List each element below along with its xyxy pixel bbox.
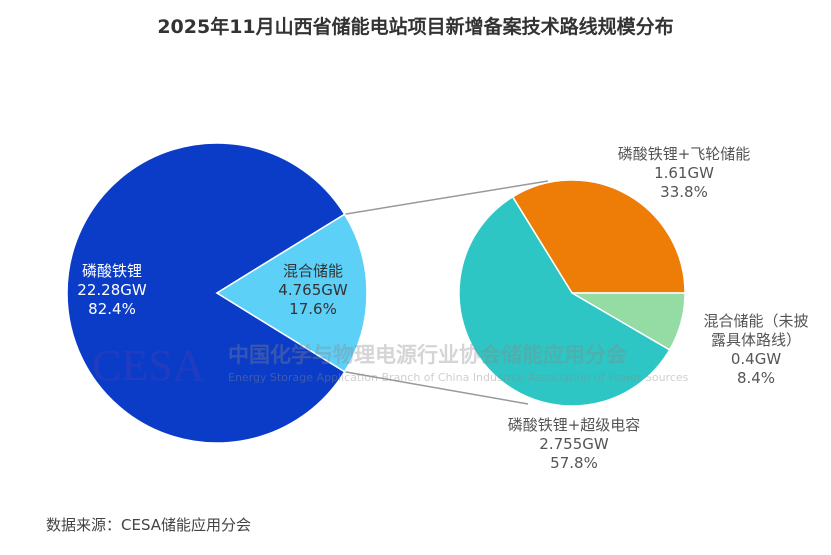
watermark-cn: 中国化学与物理电源行业协会储能应用分会 [228, 343, 627, 367]
slice-name: 混合储能 [283, 262, 343, 280]
pie-slice-hybrid [215, 213, 368, 373]
watermark: CESA 中国化学与物理电源行业协会储能应用分会 Energy Storage … [92, 341, 689, 390]
slice-name: 磷酸铁锂 [82, 262, 142, 280]
slice-value: 1.61GW [654, 164, 714, 182]
slice-label: 磷酸铁锂+超级电容 2.755GW 57.8% [508, 416, 641, 472]
source-note: 数据来源：CESA储能应用分会 [46, 516, 252, 534]
watermark-logo: CESA [92, 341, 205, 390]
pie-slice-lfp [66, 142, 346, 444]
connector-line-bottom [344, 371, 529, 405]
slice-name: 露具体路线） [711, 331, 801, 349]
slice-percent: 33.8% [660, 183, 708, 201]
slice-name: 磷酸铁锂+飞轮储能 [618, 145, 751, 163]
slice-label: 混合储能（未披露具体路线） 0.4GW 8.4% [703, 312, 808, 387]
slice-value: 4.765GW [278, 281, 348, 299]
slice-value: 2.755GW [539, 435, 609, 453]
slice-percent: 8.4% [737, 369, 775, 387]
slice-name: 混合储能（未披 [703, 312, 808, 330]
slice-percent: 17.6% [289, 300, 337, 318]
slice-percent: 57.8% [550, 454, 598, 472]
slice-value: 0.4GW [731, 350, 781, 368]
pie-slice-lfp-supercap [458, 195, 671, 407]
slice-label: 磷酸铁锂+飞轮储能 1.61GW 33.8% [618, 145, 751, 201]
slice-percent: 82.4% [88, 300, 136, 318]
slice-label: 混合储能 4.765GW 17.6% [278, 262, 348, 318]
slice-name: 磷酸铁锂+超级电容 [508, 416, 641, 434]
slice-value: 22.28GW [77, 281, 147, 299]
pie-slice-lfp-flywheel [511, 179, 686, 294]
connector-line-top [344, 180, 549, 215]
watermark-en: Energy Storage Application Branch of Chi… [228, 371, 689, 384]
chart-title: 2025年11月山西省储能电站项目新增备案技术路线规模分布 [157, 16, 674, 38]
slice-label: 磷酸铁锂 22.28GW 82.4% [77, 262, 147, 318]
